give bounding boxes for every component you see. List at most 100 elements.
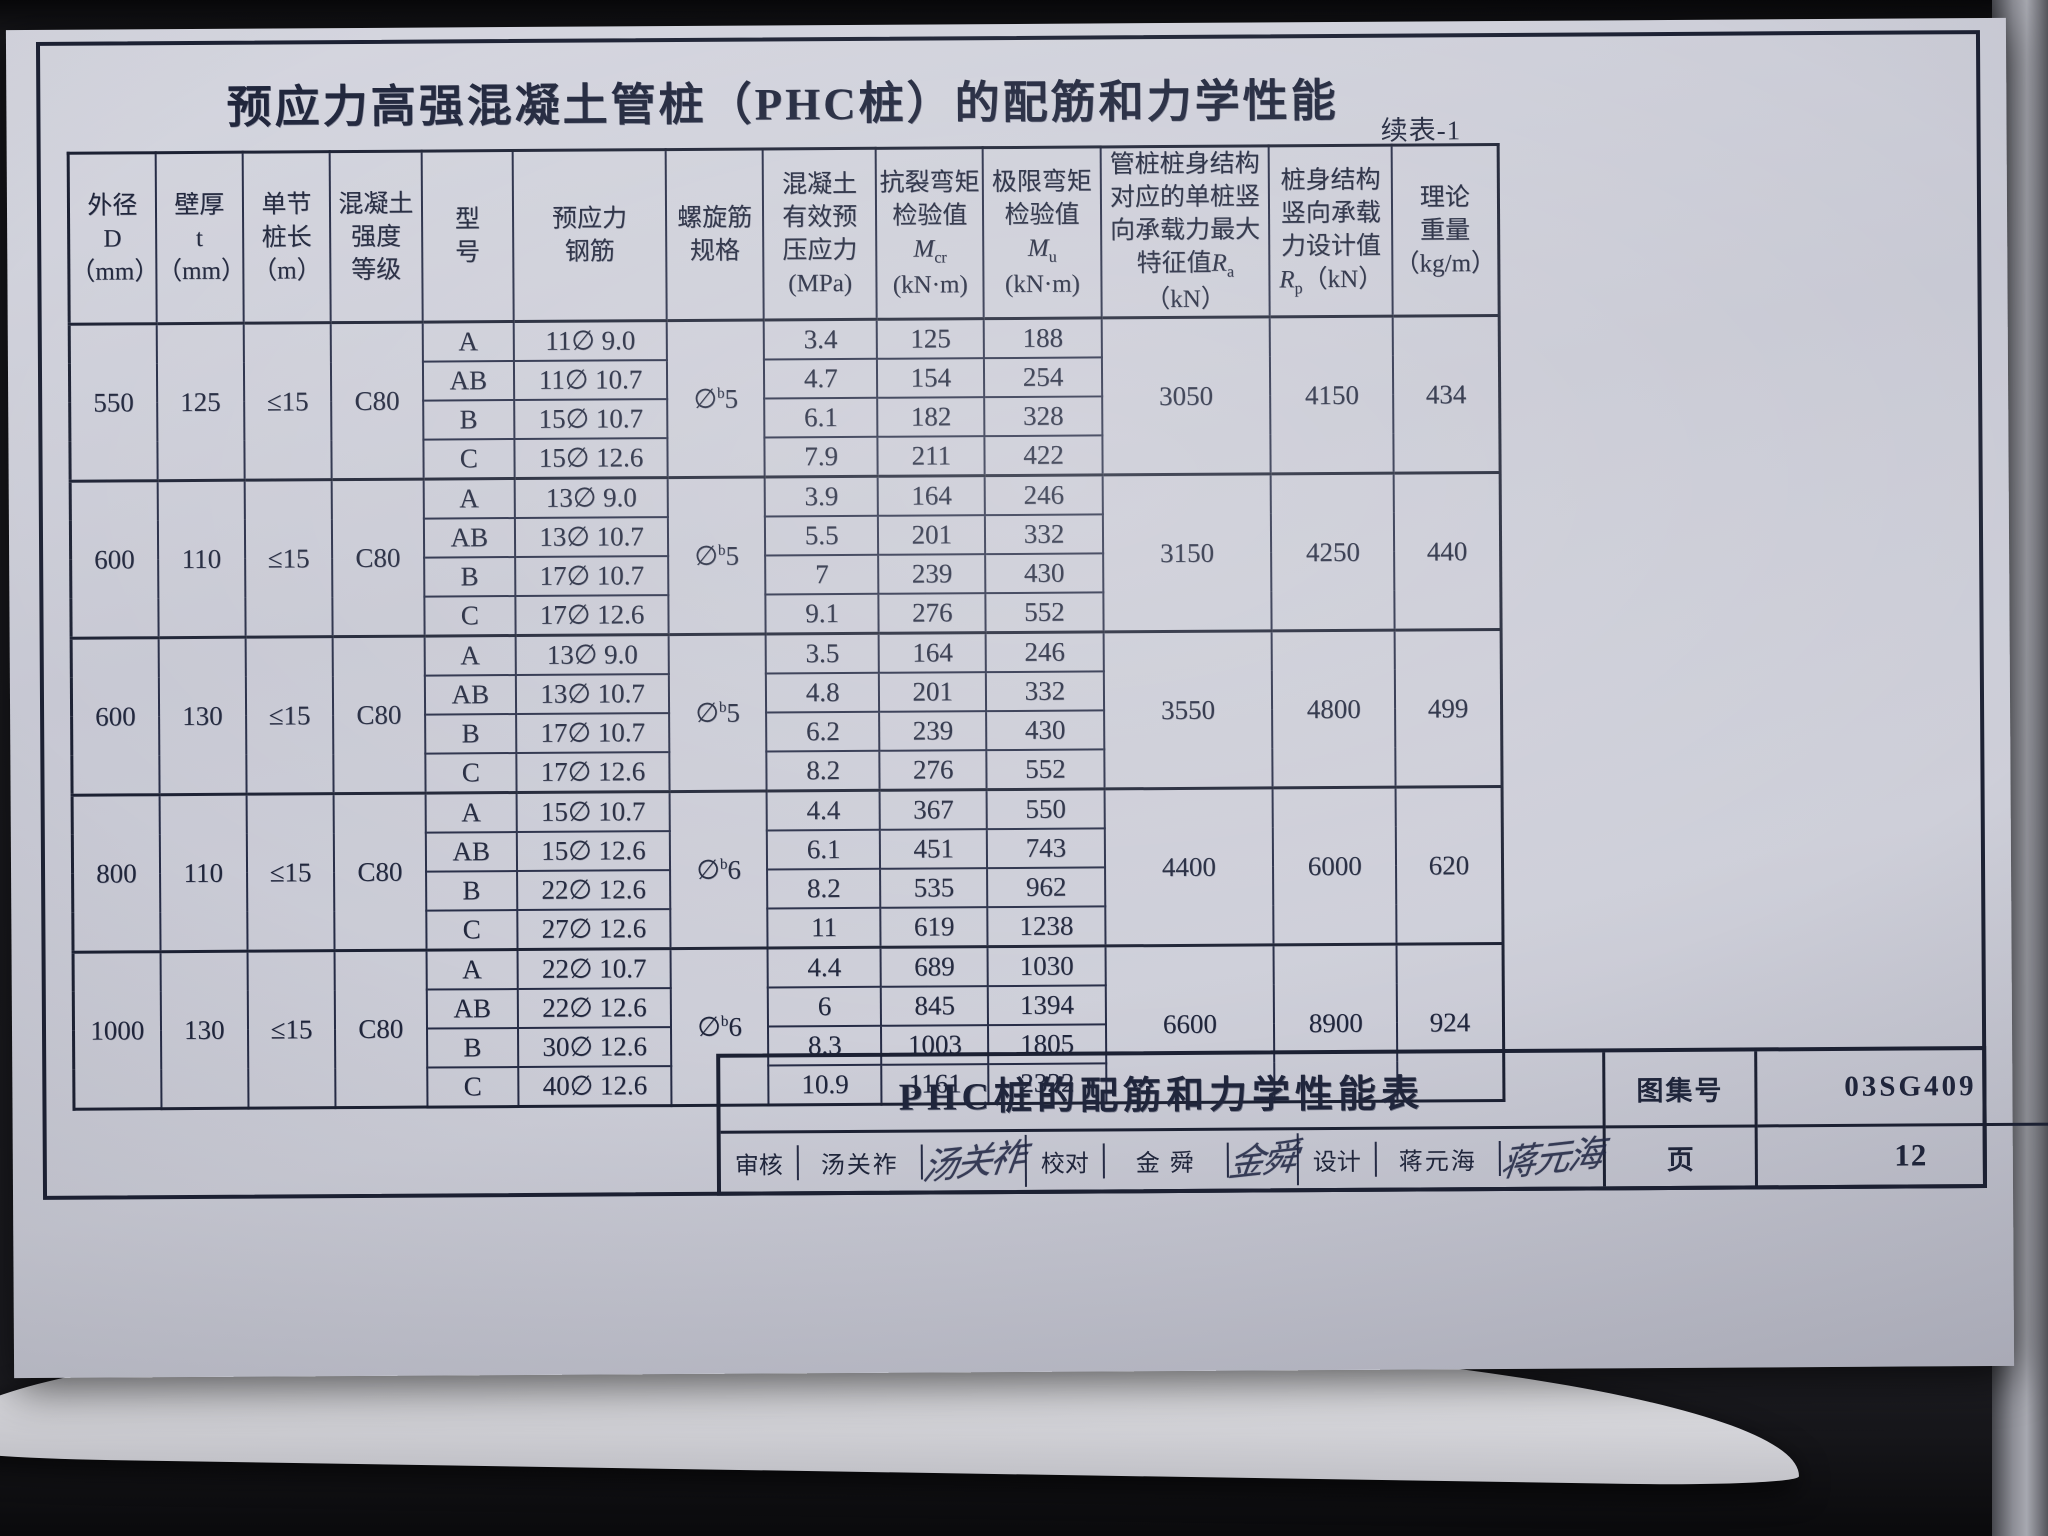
- mu-cell: 422: [984, 435, 1103, 476]
- prestress-cell: 8.2: [767, 868, 881, 909]
- page-frame: 预应力高强混凝土管桩（PHC桩）的配筋和力学性能 续表-1 外径 D （mm） …: [35, 30, 2048, 1200]
- designer-signature: 蒋元海: [1498, 1132, 1606, 1185]
- steel-cell: 17∅ 12.6: [515, 595, 669, 636]
- col-crack-moment: 抗裂弯矩 检验值 Mcr (kN·m): [875, 147, 985, 320]
- atlas-number-value: 03SG409: [1757, 1049, 2048, 1128]
- table-header: 外径 D （mm） 壁厚 t （mm） 单节 桩长 （m） 混凝土 强度 等级 …: [68, 144, 1499, 325]
- prestress-cell: 4.7: [764, 358, 878, 399]
- header-row: 外径 D （mm） 壁厚 t （mm） 单节 桩长 （m） 混凝土 强度 等级 …: [68, 144, 1499, 325]
- col-prestress-steel: 预应力 钢筋: [512, 149, 667, 322]
- steel-cell: 15∅ 12.6: [516, 831, 671, 872]
- mcr-cell: 154: [877, 358, 985, 398]
- table-row: 1000 130 ≤15 C80 A 22∅ 10.7 ∅b6 4.4 689 …: [73, 943, 1504, 1110]
- col-design-value: 桩身结构 竖向承载 力设计值 Rp（kN）: [1268, 145, 1393, 318]
- pile-length-cell: ≤15: [244, 479, 333, 638]
- col-theoretical-weight: 理论 重量 （kg/m）: [1391, 144, 1499, 317]
- weight-cell: 434: [1392, 315, 1500, 474]
- model-cell: B: [424, 714, 517, 754]
- mcr-cell: 451: [879, 829, 988, 869]
- rp-cell: 6000: [1272, 787, 1397, 946]
- steel-cell: 15∅ 12.6: [514, 438, 668, 479]
- model-cell: A: [426, 949, 518, 990]
- mu-cell: 246: [985, 475, 1103, 516]
- ra-cell: 3550: [1103, 631, 1273, 790]
- prestress-cell: 7.9: [764, 436, 878, 478]
- table-name: PHC桩的配筋和力学性能表: [720, 1052, 1606, 1134]
- reviewer-signature: 汤关祚: [920, 1136, 1028, 1189]
- pile-length-cell: ≤15: [246, 793, 335, 952]
- wall-thickness-cell: 125: [156, 323, 245, 481]
- mu-cell: 743: [987, 828, 1105, 869]
- table-row: 600 110 ≤15 C80 A 13∅ 9.0 ∅b5 3.9 164 24…: [70, 472, 1501, 639]
- model-cell: AB: [426, 989, 519, 1029]
- steel-cell: 22∅ 12.6: [517, 988, 672, 1029]
- reviewer-label: 审核: [720, 1144, 799, 1181]
- atlas-number-label: 图集号: [1605, 1051, 1758, 1129]
- page-label: 页: [1605, 1127, 1759, 1187]
- col-effective-prestress: 混凝土 有效预 压应力 (MPa): [762, 148, 877, 321]
- model-cell: A: [422, 321, 515, 362]
- steel-cell: 22∅ 12.6: [517, 870, 671, 911]
- model-cell: B: [425, 871, 518, 911]
- model-cell: C: [425, 910, 518, 951]
- designer-signature-cell: 蒋元海: [1498, 1131, 1605, 1185]
- col-outer-diameter: 外径 D （mm）: [68, 152, 159, 325]
- mcr-cell: 182: [877, 397, 985, 437]
- mcr-cell: 239: [879, 711, 987, 751]
- wall-thickness-cell: 130: [158, 637, 247, 795]
- mu-cell: 552: [985, 592, 1104, 633]
- prestress-cell: 6.1: [767, 829, 881, 870]
- model-cell: AB: [422, 361, 515, 401]
- spiral-spec-cell: ∅b5: [668, 634, 767, 792]
- prestress-cell: 3.5: [765, 633, 880, 674]
- mcr-cell: 619: [880, 907, 988, 948]
- reviewer-signature-cell: 汤关祚: [920, 1134, 1027, 1188]
- ra-cell: 3150: [1102, 474, 1272, 633]
- mcr-cell: 276: [879, 750, 987, 791]
- col-model: 型 号: [421, 150, 514, 323]
- steel-cell: 40∅ 12.6: [518, 1066, 672, 1107]
- pile-length-cell: ≤15: [243, 322, 332, 481]
- mcr-cell: 367: [879, 789, 988, 830]
- steel-cell: 13∅ 10.7: [514, 517, 669, 558]
- outer-diameter-cell: 550: [69, 323, 158, 482]
- prestress-cell: 6.1: [764, 397, 878, 438]
- checker-label: 校对: [1026, 1142, 1105, 1179]
- steel-cell: 17∅ 10.7: [516, 713, 670, 754]
- mu-cell: 254: [984, 357, 1102, 398]
- steel-cell: 11∅ 10.7: [514, 360, 668, 401]
- spiral-spec-cell: ∅b6: [669, 791, 768, 949]
- designer-label: 设计: [1298, 1141, 1377, 1177]
- phc-pile-table: 外径 D （mm） 壁厚 t （mm） 单节 桩长 （m） 混凝土 强度 等级 …: [66, 143, 1506, 1111]
- rp-cell: 4250: [1270, 473, 1395, 632]
- steel-cell: 15∅ 10.7: [514, 399, 668, 440]
- weight-cell: 620: [1395, 786, 1503, 945]
- model-cell: AB: [425, 832, 518, 872]
- col-pile-length: 单节 桩长 （m）: [242, 151, 331, 324]
- steel-cell: 13∅ 9.0: [515, 634, 669, 676]
- mcr-cell: 164: [878, 632, 987, 673]
- mcr-cell: 239: [878, 554, 986, 594]
- steel-cell: 27∅ 12.6: [517, 909, 671, 950]
- mcr-cell: 276: [878, 593, 987, 634]
- outer-diameter-cell: 600: [70, 480, 159, 639]
- col-spiral-spec: 螺旋筋 规格: [665, 148, 764, 321]
- steel-cell: 17∅ 10.7: [515, 556, 669, 597]
- steel-cell: 15∅ 10.7: [516, 791, 670, 833]
- mu-cell: 552: [986, 749, 1105, 790]
- pile-length-cell: ≤15: [245, 636, 334, 795]
- prestress-cell: 6: [768, 986, 882, 1027]
- model-cell: C: [423, 596, 516, 637]
- weight-cell: 440: [1393, 472, 1501, 631]
- outer-diameter-cell: 800: [72, 794, 161, 953]
- model-cell: A: [425, 792, 517, 833]
- wall-thickness-cell: 110: [157, 480, 246, 638]
- ra-cell: 3050: [1101, 317, 1271, 476]
- pile-length-cell: ≤15: [247, 950, 336, 1109]
- prestress-cell: 9.1: [765, 593, 879, 635]
- wall-thickness-cell: 130: [160, 951, 249, 1109]
- prestress-cell: 4.4: [767, 947, 881, 988]
- col-ultimate-moment: 极限弯矩 检验值 Mu (kN·m): [983, 146, 1102, 319]
- mu-cell: 332: [986, 671, 1104, 712]
- document-page: 预应力高强混凝土管桩（PHC桩）的配筋和力学性能 续表-1 外径 D （mm） …: [5, 17, 2048, 1379]
